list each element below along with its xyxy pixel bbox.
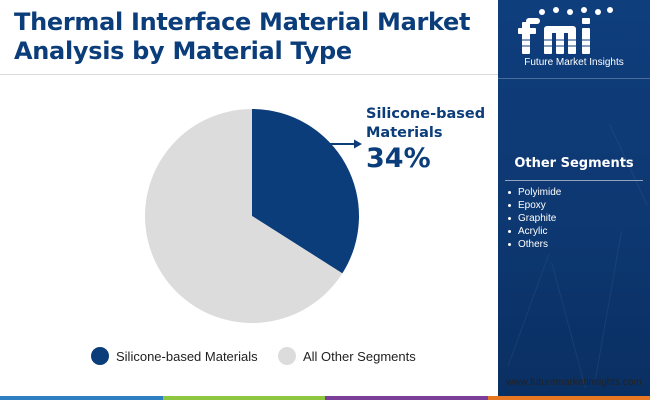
other-segments-underline: [505, 180, 643, 181]
other-segments-title: Other Segments: [514, 156, 634, 171]
annotation-value: 34%: [366, 143, 431, 174]
panel-separator: [498, 78, 650, 79]
bottom-bar-segment: [325, 396, 488, 400]
legend-swatch-silicone: [91, 347, 109, 365]
bullet-icon: [508, 204, 511, 207]
bullet-icon: [508, 191, 511, 194]
annotation-arrowhead: [354, 139, 362, 149]
legend-item-other: All Other Segments: [278, 347, 416, 365]
pie-slice-silicone: [252, 109, 359, 274]
bullet-icon: [508, 217, 511, 220]
annotation-arrow-group: [330, 139, 362, 149]
bottom-bar-segment: [487, 396, 650, 400]
bullet-icon: [508, 230, 511, 233]
list-item: Acrylic: [508, 225, 561, 238]
pie-slices: [144, 109, 359, 323]
website-link[interactable]: www.futuremarketinsights.com: [506, 377, 642, 388]
side-panel: Future Market Insights Other Segments Po…: [498, 0, 650, 400]
other-segments-list: Polyimide Epoxy Graphite Acrylic Others: [508, 186, 561, 251]
pie-chart: [144, 109, 362, 323]
list-item: Graphite: [508, 212, 561, 225]
fmi-logo-icon: [518, 7, 613, 54]
list-item: Polyimide: [508, 186, 561, 199]
bottom-color-bar: [0, 396, 650, 400]
fmi-logo: Future Market Insights: [498, 0, 650, 80]
logo-caption: Future Market Insights: [524, 57, 624, 68]
legend-label-silicone: Silicone-based Materials: [116, 348, 258, 364]
list-item: Others: [508, 238, 561, 251]
bullet-icon: [508, 243, 511, 246]
pie-slice-other: [144, 109, 343, 323]
annotation-label: Silicone-based Materials: [366, 106, 486, 141]
bottom-bar-segment: [0, 396, 163, 400]
list-item: Epoxy: [508, 199, 561, 212]
title-divider: [0, 74, 498, 75]
page-title: Thermal Interface Material Market Analys…: [14, 8, 471, 65]
legend-item-silicone: Silicone-based Materials: [91, 347, 258, 365]
legend-label-other: All Other Segments: [303, 348, 416, 364]
legend-swatch-other: [278, 347, 296, 365]
bottom-bar-segment: [162, 396, 325, 400]
